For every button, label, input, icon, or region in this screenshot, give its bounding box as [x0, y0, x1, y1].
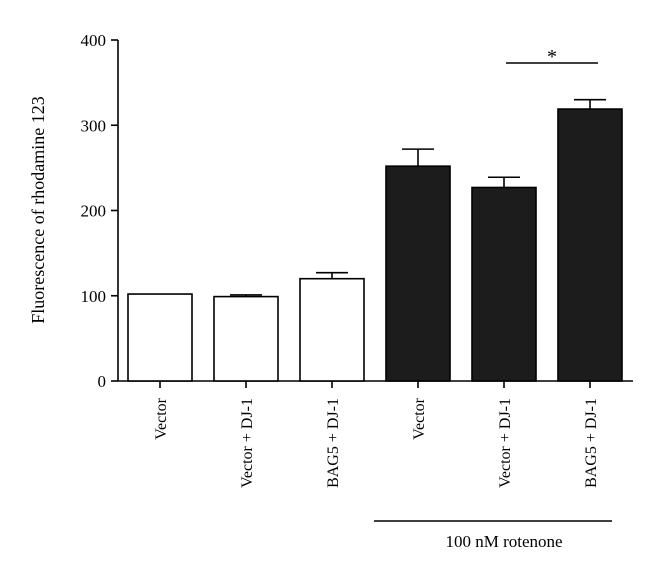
- significance-label: *: [547, 46, 557, 68]
- x-tick-label: Vector + DJ-1: [497, 398, 514, 488]
- bars: [127, 108, 623, 382]
- bar: [385, 165, 451, 382]
- x-tick-label: Vector: [153, 397, 170, 439]
- y-tick-label: 300: [81, 116, 107, 135]
- x-tick-label: Vector: [411, 397, 428, 439]
- bar: [557, 108, 623, 382]
- bar: [471, 186, 537, 382]
- bar: [299, 277, 365, 382]
- y-axis: 0 100 200 300 400: [81, 31, 119, 391]
- y-axis-label: Fluorescence of rhodamine 123: [28, 96, 48, 323]
- x-tick-label: Vector + DJ-1: [239, 398, 256, 488]
- x-tick-labels: Vector Vector + DJ-1 BAG5 + DJ-1 Vector Vect…: [153, 397, 600, 488]
- significance-marker: *: [506, 46, 598, 68]
- y-tick-label: 100: [81, 287, 107, 306]
- y-tick-label: 400: [81, 31, 107, 50]
- group-label: 100 nM rotenone: [445, 532, 562, 551]
- x-tick-label: BAG5 + DJ-1: [325, 398, 342, 488]
- bar: [213, 295, 279, 382]
- bar: [127, 293, 193, 382]
- x-axis: [118, 380, 633, 388]
- x-tick-label: BAG5 + DJ-1: [583, 398, 600, 488]
- error-bars: [230, 98, 606, 297]
- group-bracket: 100 nM rotenone: [374, 520, 612, 551]
- y-tick-label: 0: [98, 372, 107, 391]
- y-tick-label: 200: [81, 202, 107, 221]
